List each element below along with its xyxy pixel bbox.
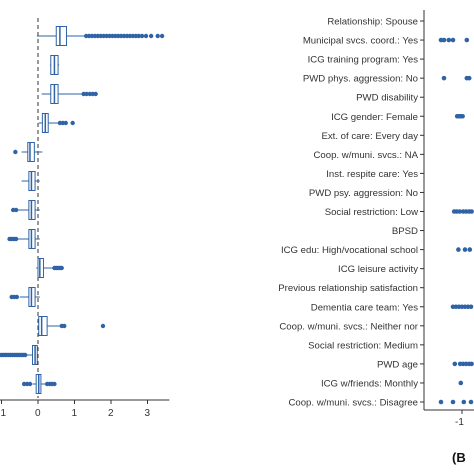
category-label: PWD age [377, 359, 418, 370]
outlier-point [84, 91, 89, 97]
data-point [461, 399, 467, 405]
x-tick-label: 0 [35, 408, 41, 419]
boxplot-row [41, 84, 98, 104]
category-label: ICG gender: Female [331, 112, 418, 123]
category-label: Coop. w/muni. svcs.: NA [314, 150, 419, 161]
category-label: Relationship: Spouse [327, 17, 418, 28]
outlier-point [27, 381, 33, 387]
category-label: Social restriction: Low [325, 207, 418, 218]
boxplot-row [7, 229, 40, 249]
data-point [468, 304, 474, 310]
data-point [441, 37, 447, 43]
boxplot-row [13, 142, 43, 162]
outlier-point [159, 33, 165, 39]
boxplot-row [21, 374, 57, 394]
panel-b-letter: (B [452, 450, 466, 465]
x-tick-label-b: -1 [455, 417, 464, 428]
box [38, 316, 48, 336]
box [37, 258, 44, 278]
data-point [460, 113, 465, 119]
outlier-point [100, 323, 106, 329]
outlier-point [52, 381, 57, 387]
data-point [462, 247, 468, 252]
data-point [458, 380, 464, 386]
data-point [466, 75, 472, 81]
data-point [441, 75, 447, 81]
category-label: BPSD [392, 226, 418, 237]
panel-b-dotplot: Relationship: Spouse Municipal svcs. coor… [278, 10, 474, 428]
outlier-point [70, 120, 75, 126]
data-point [446, 37, 452, 43]
outlier-point [155, 33, 160, 39]
category-label: ICG edu: High/vocational school [281, 245, 418, 256]
data-point [456, 247, 461, 252]
category-label: Coop. w/muni. svcs.: Neither nor [279, 321, 418, 332]
category-label: ICG w/friends: Monthly [321, 378, 418, 389]
category-label: PWD psy. aggression: No [309, 188, 418, 199]
outlier-point [0, 352, 2, 358]
data-point [464, 37, 470, 43]
x-tick-label: 1 [72, 408, 78, 419]
category-label: Municipal svcs. coord.: Yes [303, 36, 418, 47]
data-point [452, 361, 458, 367]
x-tick-label: 2 [108, 408, 114, 419]
boxplot-row [10, 200, 40, 220]
outlier-point [9, 294, 14, 300]
boxplot-row [36, 258, 64, 278]
data-point [457, 209, 462, 214]
boxplot-row [38, 113, 75, 133]
category-label: Inst. respite care: Yes [326, 169, 418, 180]
outlier-point [62, 323, 67, 329]
outlier-point [139, 33, 145, 39]
data-point [467, 247, 473, 252]
category-label: ICG training program: Yes [308, 55, 419, 66]
category-label: Dementia care team: Yes [311, 302, 418, 313]
data-point [450, 37, 456, 43]
outlier-point [7, 236, 12, 242]
category-label: Social restriction: Medium [308, 340, 418, 351]
boxplot-row [50, 55, 60, 75]
outlier-point [10, 207, 16, 213]
box [55, 26, 67, 46]
panel-a-boxplot: 1 0 1 2 3 [0, 18, 170, 419]
outlier-point [63, 120, 68, 126]
outlier-point [143, 33, 149, 39]
data-point [469, 361, 474, 367]
category-label: ICG leisure activity [338, 264, 418, 275]
data-point [438, 399, 444, 405]
category-label: Coop. w/muni. svcs.: Disagree [288, 398, 418, 409]
boxplot-row [9, 287, 40, 307]
box [27, 142, 35, 162]
outlier-point [93, 91, 98, 97]
data-point [469, 209, 474, 214]
outlier-point [59, 265, 64, 271]
boxplot-row [0, 345, 38, 365]
outlier-point [136, 33, 141, 39]
boxplot-row [36, 26, 165, 46]
x-tick-label: 3 [145, 408, 151, 419]
data-point [450, 399, 456, 405]
boxplot-row [37, 316, 106, 336]
x-tick-label: 1 [1, 408, 7, 419]
boxplot-row [21, 171, 40, 191]
data-point [468, 399, 474, 405]
outlier-point [13, 149, 18, 155]
category-label: PWD disability [356, 93, 418, 104]
outlier-point [148, 33, 154, 39]
category-label: Ext. of care: Every day [321, 131, 418, 142]
category-label: Previous relationship satisfaction [278, 283, 418, 294]
category-label: PWD phys. aggression: No [303, 74, 418, 85]
